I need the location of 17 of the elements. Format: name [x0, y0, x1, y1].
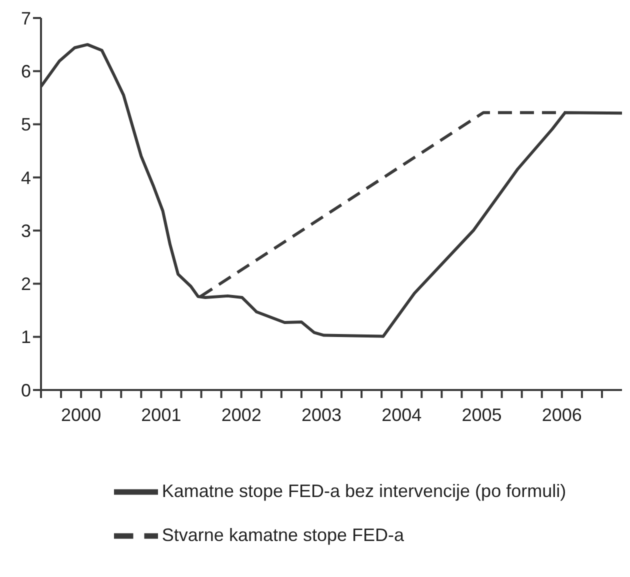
y-tick-label: 1 — [20, 327, 31, 348]
y-tick-label: 6 — [20, 62, 31, 82]
y-tick-label: 3 — [20, 220, 31, 241]
y-tick-label: 2 — [20, 274, 31, 294]
legend-label: Stvarne kamatne stope FED-a — [162, 524, 404, 545]
x-tick-label: 2006 — [542, 404, 582, 425]
y-tick-label: 0 — [20, 380, 31, 400]
y-tick-label: 7 — [20, 8, 31, 28]
x-tick-label: 2005 — [462, 404, 502, 425]
x-tick-label: 2000 — [61, 404, 102, 425]
y-tick-label: 5 — [20, 114, 31, 135]
x-tick-label: 2003 — [301, 404, 342, 425]
x-tick-label: 2001 — [141, 404, 182, 425]
legend-label: Kamatne stope FED-a bez intervencije (po formuli) — [162, 480, 566, 501]
y-tick-label: 4 — [20, 168, 31, 188]
x-tick-label: 2002 — [221, 404, 262, 425]
x-tick-label: 2004 — [382, 404, 422, 425]
